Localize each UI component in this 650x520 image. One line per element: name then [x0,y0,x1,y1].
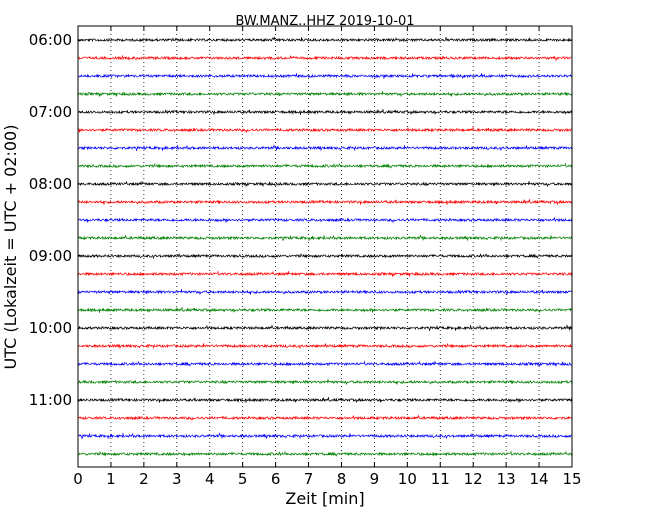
x-tick-label: 15 [562,470,581,488]
trace-line [77,414,573,421]
trace-line [77,307,573,314]
chart-title: BW.MANZ..HHZ 2019-10-01 [235,14,414,29]
x-tick-label: 8 [337,470,347,488]
grid-lines [110,26,540,467]
trace-line [77,36,573,43]
x-axis-ticks: 0 1 2 3 4 5 6 7 8 9 10 11 12 13 14 15 [73,26,582,488]
y-tick-label: 10:00 [29,319,72,337]
x-tick-label: 14 [530,470,549,488]
trace-line [77,162,572,169]
trace-line [77,180,573,188]
trace-line [77,144,573,152]
x-tick-label: 13 [497,470,516,488]
trace-line [77,450,573,457]
trace-line [77,270,573,277]
trace-line [77,109,573,116]
plot-frame [77,25,573,468]
x-tick-label: 3 [172,470,182,488]
trace-line [77,432,573,440]
y-tick-label: 09:00 [29,247,72,265]
y-axis-ticks: 06:00 07:00 08:00 09:00 10:00 11:00 [29,31,572,409]
x-tick-label: 10 [398,470,417,488]
x-tick-label: 11 [431,470,450,488]
trace-line [77,234,573,242]
trace-line [77,397,573,404]
x-tick-label: 12 [464,470,483,488]
trace-line [77,379,573,386]
y-tick-label: 07:00 [29,103,72,121]
x-tick-label: 0 [73,470,83,488]
y-tick-label: 08:00 [29,175,72,193]
x-tick-label: 5 [238,470,248,488]
y-axis-label: UTC (Lokalzeit = UTC + 02:00) [1,125,20,370]
trace-line [77,199,573,206]
trace-line [77,252,573,259]
x-tick-label: 1 [106,470,116,488]
trace-line [77,360,573,367]
x-tick-label: 9 [370,470,380,488]
x-tick-label: 7 [304,470,314,488]
x-tick-label: 4 [205,470,215,488]
trace-line [77,91,573,98]
trace-line [77,324,573,331]
y-tick-label: 06:00 [29,31,72,49]
trace-line [77,217,573,223]
x-tick-label: 6 [271,470,281,488]
trace-line [77,342,573,350]
trace-line [77,55,573,62]
trace-line [77,126,573,133]
trace-line [77,72,573,79]
traces [77,36,573,457]
y-tick-label: 11:00 [29,391,72,409]
x-tick-label: 2 [139,470,149,488]
trace-line [77,289,573,296]
x-axis-label: Zeit [min] [285,489,364,508]
